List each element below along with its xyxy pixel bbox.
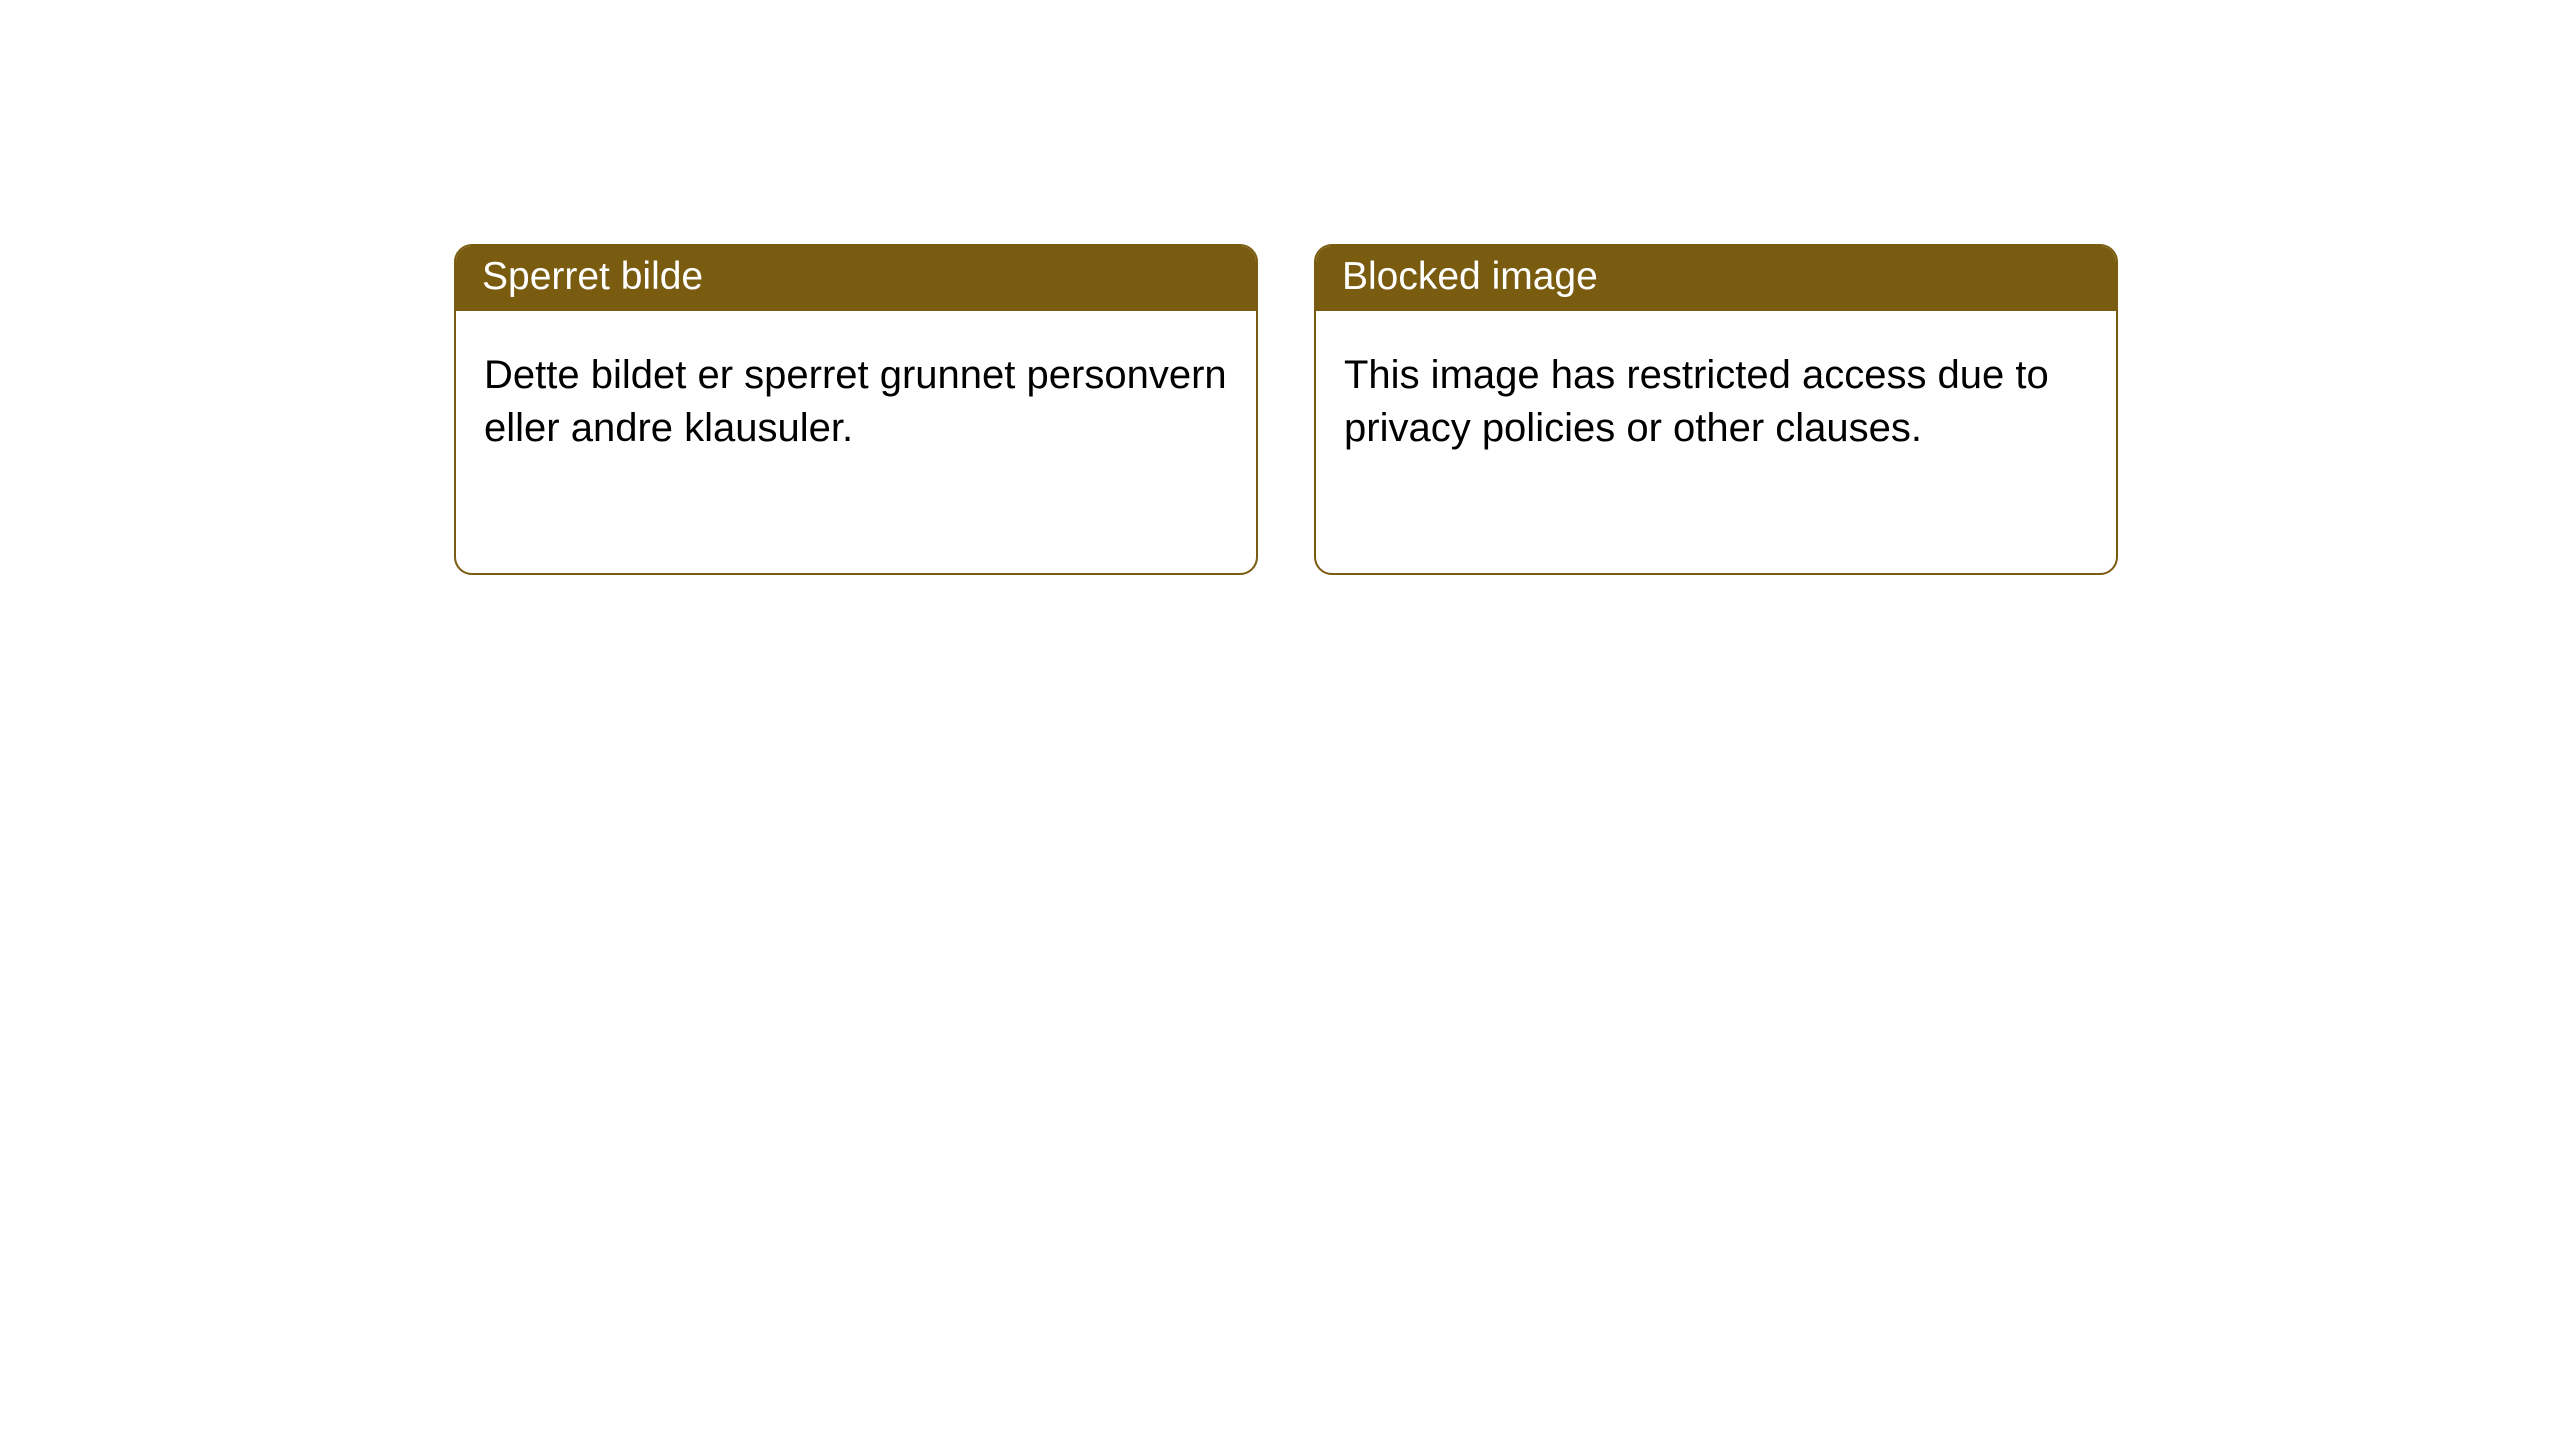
card-body-text-no: Dette bildet er sperret grunnet personve…: [484, 353, 1227, 450]
notice-container: Sperret bilde Dette bildet er sperret gr…: [0, 0, 2560, 575]
blocked-image-card-no: Sperret bilde Dette bildet er sperret gr…: [454, 244, 1258, 575]
card-title-en: Blocked image: [1342, 255, 1598, 298]
card-body-no: Dette bildet er sperret grunnet personve…: [456, 311, 1256, 573]
card-header-no: Sperret bilde: [456, 246, 1256, 311]
card-body-text-en: This image has restricted access due to …: [1344, 353, 2049, 450]
card-body-en: This image has restricted access due to …: [1316, 311, 2116, 573]
card-header-en: Blocked image: [1316, 246, 2116, 311]
card-title-no: Sperret bilde: [482, 255, 703, 298]
blocked-image-card-en: Blocked image This image has restricted …: [1314, 244, 2118, 575]
